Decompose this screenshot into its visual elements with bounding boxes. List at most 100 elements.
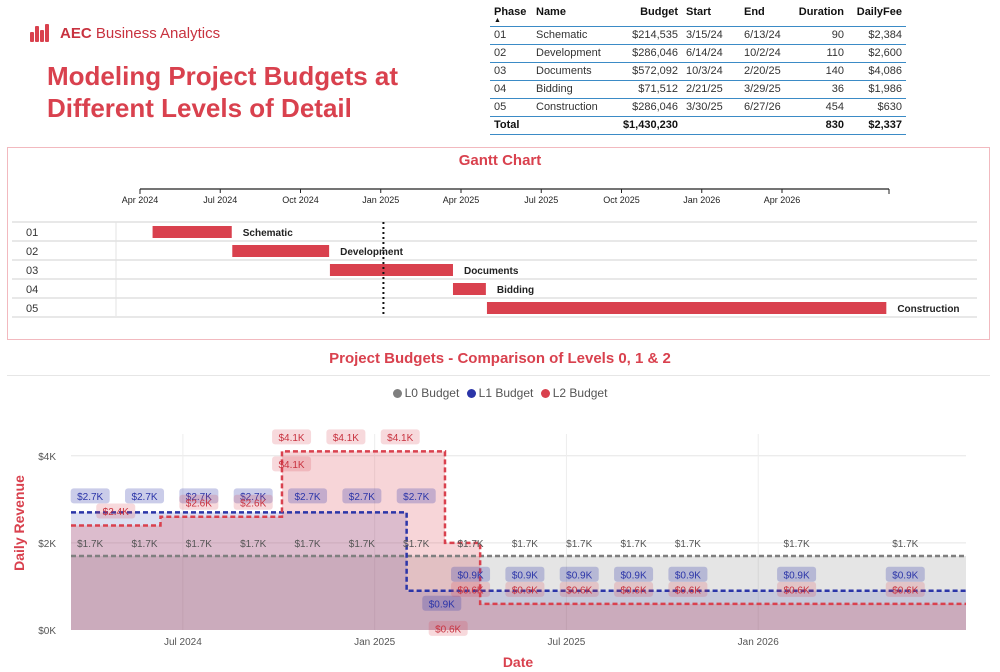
table-total-row: Total $1,430,230 830 $2,337 [490,115,906,135]
data-label-l0: $1.7K [566,539,592,550]
x-tick-label: Jan 2025 [354,637,396,648]
gantt-bar-label: Schematic [243,228,293,239]
data-label-l2: $0.6K [784,585,810,596]
data-label-l1-bg [559,566,599,582]
gantt-bar-label: Development [340,247,403,258]
data-label-l0: $1.7K [294,539,320,550]
legend-dot-l0 [392,389,402,398]
gantt-phase-label: 05 [26,303,38,315]
data-label-l0: $1.7K [675,539,701,550]
table-cell: $71,512 [610,79,682,98]
gantt-axis-tick-label: Apr 2026 [764,195,801,205]
column-header-dailyfee[interactable]: DailyFee [856,6,902,18]
data-label-l1-bg [125,488,165,504]
gantt-phase-label: 01 [26,227,38,239]
table-cell: 110 [790,43,848,62]
table-cell: 3/15/24 [682,25,740,44]
legend-item-l2[interactable]: L2 Budget [540,386,607,400]
table-cell: 6/27/26 [740,97,790,116]
data-label-l1-bg [451,566,491,582]
column-header-end[interactable]: End [744,6,765,18]
total-cell: 830 [790,115,848,135]
data-label-l1: $2.7K [131,492,157,503]
data-label-l0: $1.7K [892,539,918,550]
data-label-l2-bg [451,581,491,597]
data-label-l2-bg [380,429,420,445]
table-cell: Construction [532,97,610,116]
data-label-l0: $1.7K [77,539,103,550]
data-label-l1-bg [288,488,328,504]
data-label-l1: $2.7K [240,492,266,503]
sort-ascending-icon[interactable]: ▲ [494,17,501,24]
x-tick-label: Jul 2024 [164,637,202,648]
gantt-axis-tick-label: Jul 2024 [203,195,237,205]
gantt-axis-tick-label: Jul 2025 [524,195,558,205]
data-label-l1-bg [668,566,708,582]
table-row[interactable]: 01 Schematic $214,535 3/15/24 6/13/24 90 $2,38… [490,25,906,44]
gantt-bar-label: Construction [897,304,959,315]
data-label-l1: $0.9K [457,570,483,581]
data-label-l1: $2.7K [349,492,375,503]
data-label-l0: $1.7K [784,539,810,550]
y-tick-label: $4K [38,452,56,463]
table-cell: 140 [790,61,848,80]
column-header-budget[interactable]: Budget [640,6,678,18]
table-cell: $286,046 [610,43,682,62]
data-label-l1-bg [614,566,654,582]
table-cell: Schematic [532,25,610,44]
data-label-l2: $4.1K [278,460,304,471]
table-row[interactable]: 02 Development $286,046 6/14/24 10/2/24 110 $2… [490,43,906,62]
section-divider [7,375,990,376]
legend-item-l0[interactable]: L0 Budget [392,386,459,400]
table-row[interactable]: 03 Documents $572,092 10/3/24 2/20/25 140 $4,0… [490,61,906,80]
table-cell: 10/2/24 [740,43,790,62]
data-label-l2-bg [428,620,468,636]
budget-gridlines [71,434,966,630]
data-label-l1: $2.7K [77,492,103,503]
x-tick-label: Jul 2025 [548,637,586,648]
area-l2-budget [71,451,966,630]
column-header-name[interactable]: Name [536,6,566,18]
total-cell [532,115,610,135]
data-label-l1-bg [70,488,110,504]
table-cell: $4,086 [848,61,906,80]
table-row[interactable]: 04 Bidding $71,512 2/21/25 3/29/25 36 $1,986 [490,79,906,98]
column-header-phase[interactable]: Phase ▲ [494,6,527,24]
data-label-l1: $0.9K [512,570,538,581]
gantt-phase-label: 04 [26,284,38,296]
gantt-bar-label: Documents [464,266,519,277]
table-cell: 3/29/25 [740,79,790,98]
table-row[interactable]: 05 Construction $286,046 3/30/25 6/27/26 454 $… [490,97,906,116]
data-label-l2: $0.6K [892,585,918,596]
gantt-axis-tick-label: Oct 2025 [603,195,640,205]
data-label-l1: $0.9K [429,599,455,610]
y-axis-title: Daily Revenue [11,475,27,571]
data-label-l1: $0.9K [621,570,647,581]
data-label-l2: $0.6K [621,585,647,596]
table-cell: $2,600 [848,43,906,62]
y-tick-label: $2K [38,539,56,550]
table-cell: Documents [532,61,610,80]
data-label-l2: $4.1K [387,433,413,444]
x-tick-label: Jan 2026 [738,637,780,648]
table-header-row: Phase ▲ Name Budget Start End Duration DailyFee [490,4,906,26]
table-cell: 10/3/24 [682,61,740,80]
phase-table: Phase ▲ Name Budget Start End Duration DailyFee… [490,4,906,135]
data-label-l2: $4.1K [333,433,359,444]
data-label-l1-bg [342,488,382,504]
table-cell: 05 [490,97,532,116]
legend-dot-l2 [540,389,550,398]
data-label-l1: $2.7K [186,492,212,503]
total-cell: Total [490,115,532,135]
gantt-axis-tick-label: Apr 2024 [122,195,159,205]
budget-chart-title: Project Budgets - Comparison of Levels 0… [329,350,671,367]
column-header-start[interactable]: Start [686,6,712,18]
x-axis-title: Date [503,654,534,670]
table-cell: 03 [490,61,532,80]
column-header-duration[interactable]: Duration [798,6,844,18]
legend-item-l1[interactable]: L1 Budget [466,386,533,400]
data-label-l1-bg [233,488,273,504]
data-label-l1-bg [422,595,462,611]
data-label-l2-bg [505,581,545,597]
data-label-l0: $1.7K [240,539,266,550]
